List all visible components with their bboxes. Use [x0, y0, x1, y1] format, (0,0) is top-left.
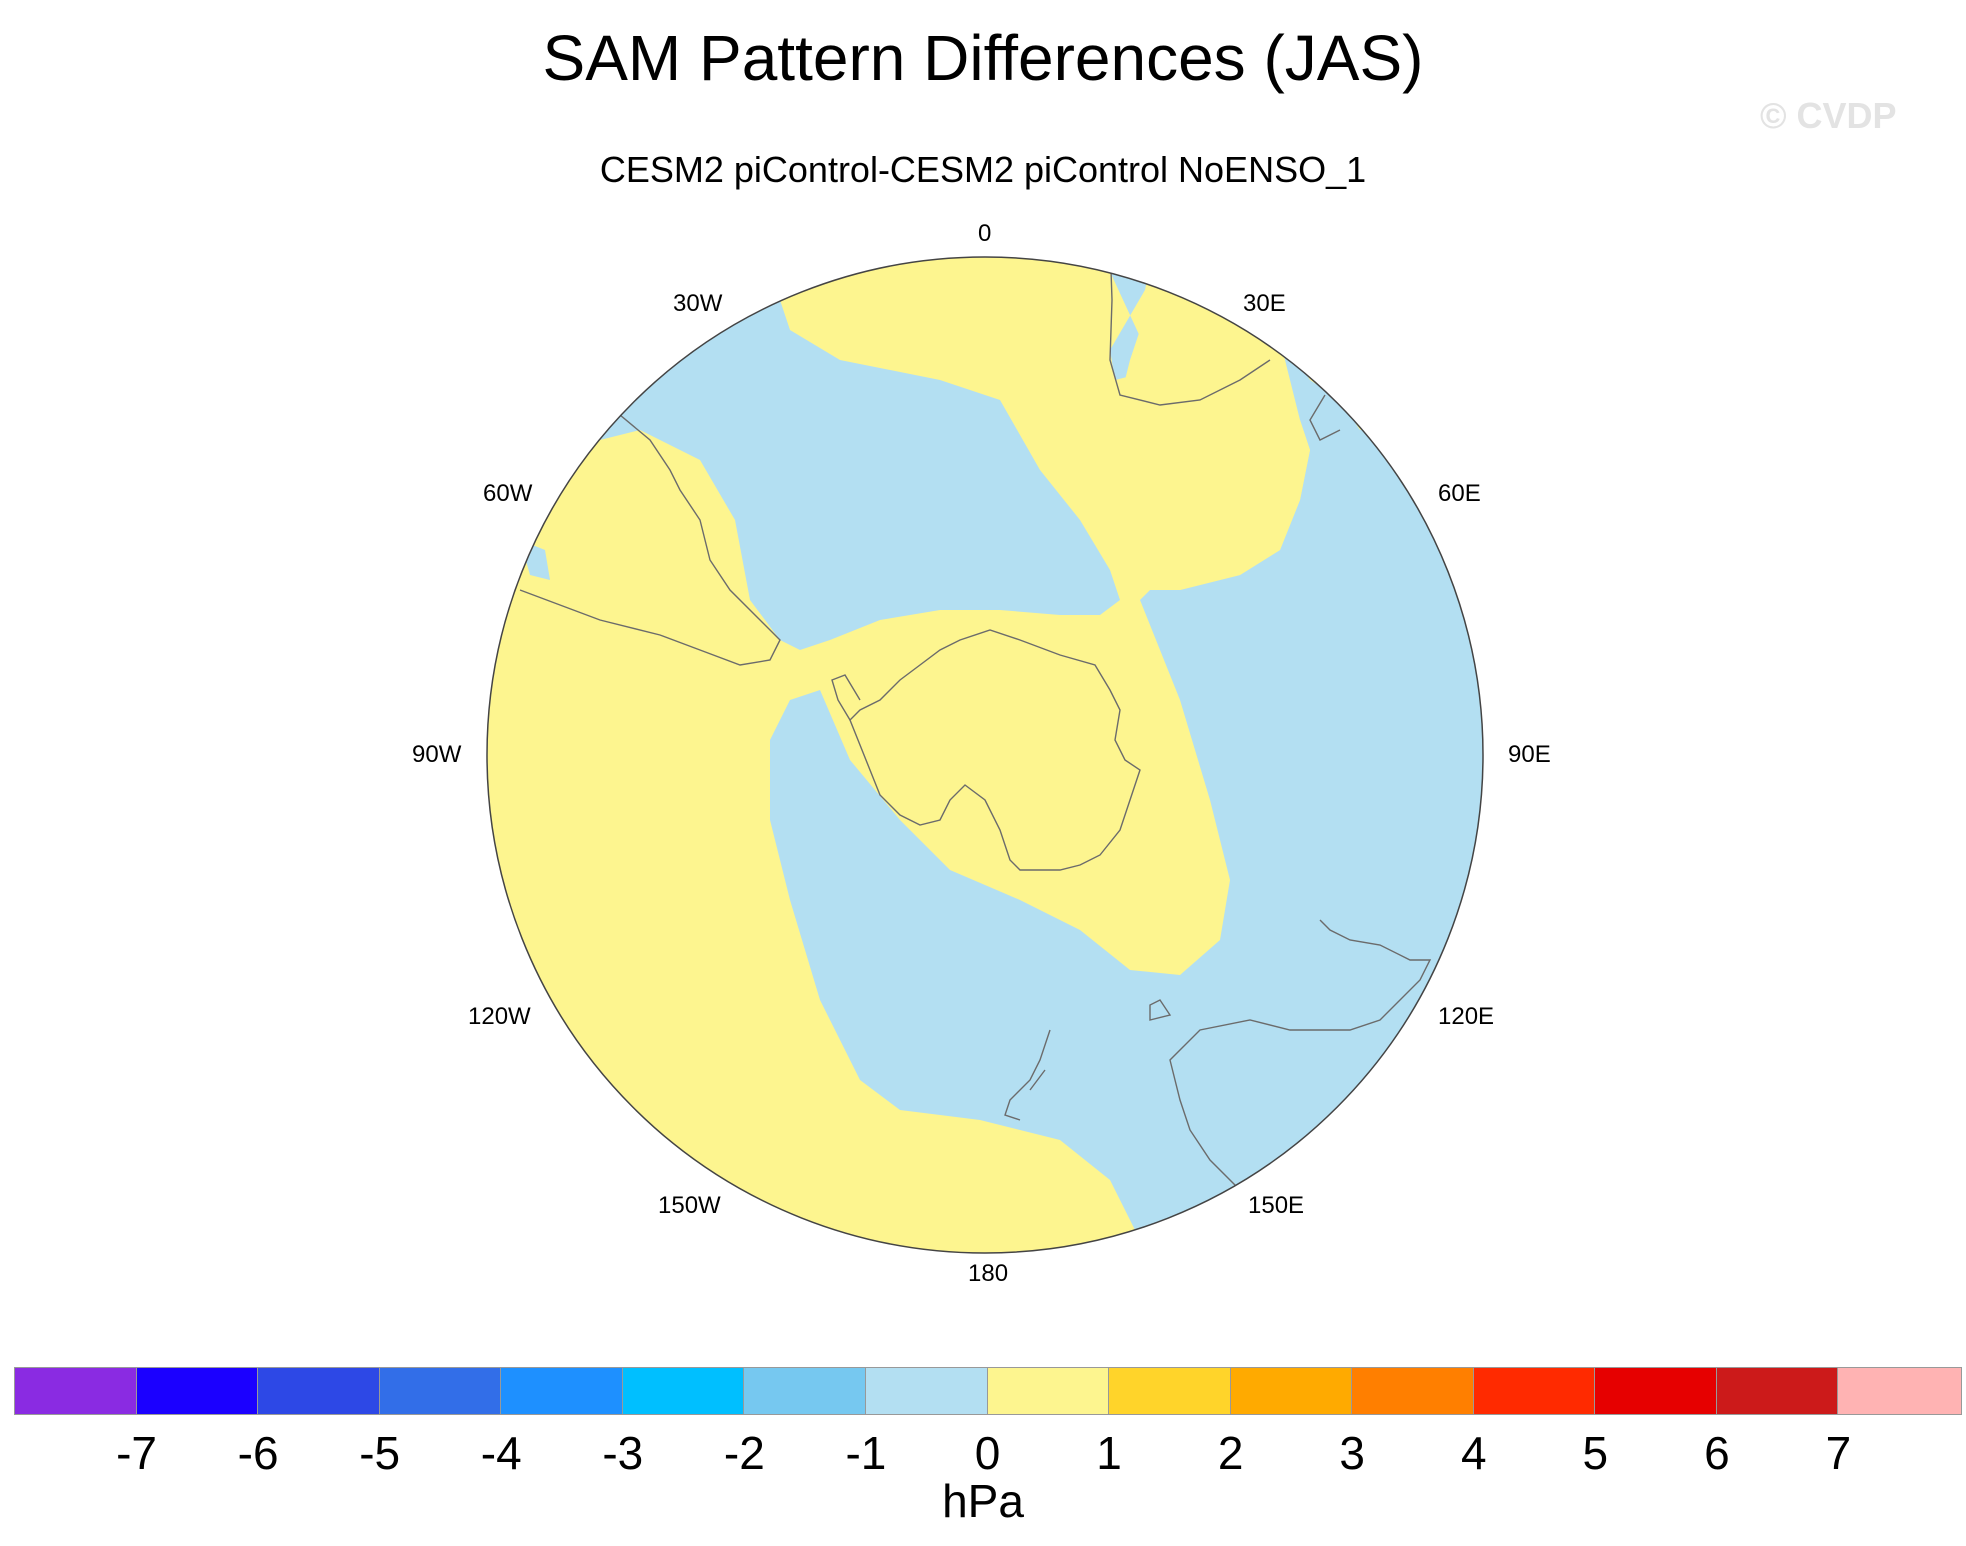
map-fill-group [487, 257, 1483, 1253]
colorbar-tick-label: -1 [845, 1427, 887, 1479]
lon-label-150w: 150W [658, 1192, 721, 1219]
colorbar-swatch [1108, 1367, 1233, 1415]
colorbar-swatch [1229, 1367, 1354, 1415]
lon-label-150e: 150E [1248, 1192, 1305, 1219]
map-boundary [486, 256, 1484, 1254]
colorbar-tick-label: 0 [974, 1427, 1001, 1479]
colorbar-tick-label: 3 [1339, 1427, 1365, 1479]
lon-label-0: 0 [978, 220, 992, 247]
negative-anomaly-region-east [770, 257, 1483, 1253]
colorbar-tick-label: 1 [1096, 1427, 1122, 1479]
colorbar-swatch [13, 1367, 139, 1415]
positive-anomaly-region-northeast [1120, 280, 1310, 590]
colorbar-swatch [621, 1367, 746, 1415]
colorbar-swatch [378, 1367, 503, 1415]
colorbar-swatch [1351, 1367, 1476, 1415]
lon-label-90w: 90W [412, 741, 462, 768]
lon-label-120e: 120E [1438, 1003, 1495, 1030]
new-zealand-coastline [1004, 1029, 1051, 1121]
chart-subtitle: CESM2 piControl-CESM2 piControl NoENSO_1 [599, 149, 1367, 190]
colorbar-tick-label: -4 [480, 1427, 522, 1479]
colorbar-swatch [986, 1367, 1111, 1415]
lon-label-60e: 60E [1438, 480, 1481, 507]
colorbar-tick-label: -2 [723, 1427, 765, 1479]
africa-coastline [1109, 257, 1271, 406]
lon-label-180: 180 [968, 1260, 1009, 1287]
colorbar-swatch [257, 1367, 382, 1415]
colorbar-swatch [135, 1367, 260, 1415]
chart-title: SAM Pattern Differences (JAS) [542, 22, 1424, 94]
colorbar-swatch [1594, 1367, 1719, 1415]
antarctica-coastline [849, 629, 1141, 871]
colorbar-tick-label: 2 [1217, 1427, 1244, 1479]
lon-label-60w: 60W [483, 480, 533, 507]
negative-anomaly-region-north [600, 260, 1120, 650]
australia-coastline [1169, 919, 1432, 1201]
madagascar-coastline [1309, 394, 1341, 441]
cvdp-watermark: © CVDP [1760, 95, 1897, 136]
lon-label-30w: 30W [673, 290, 723, 317]
colorbar-tick-label: -5 [359, 1427, 401, 1479]
lon-label-90e: 90E [1508, 741, 1551, 768]
colorbar-tick-label: 5 [1582, 1427, 1609, 1479]
colorbar-tick-label: 4 [1460, 1427, 1487, 1479]
tasmania-coastline [1149, 999, 1172, 1021]
colorbar-swatch [1837, 1367, 1962, 1415]
lon-label-30e: 30E [1243, 290, 1286, 317]
colorbar-swatch [743, 1367, 868, 1415]
lon-label-120w: 120W [468, 1003, 531, 1030]
colorbar-tick-label: 6 [1704, 1427, 1730, 1479]
colorbar-tick-label: -7 [116, 1427, 158, 1479]
antarctic-peninsula-coastline [831, 674, 861, 721]
colorbar-swatch [500, 1367, 625, 1415]
colorbar-tick-label: 7 [1825, 1427, 1852, 1479]
colorbar-tick-label: -6 [237, 1427, 279, 1479]
colorbar-tick-label: -3 [602, 1427, 644, 1479]
colorbar-swatch [864, 1367, 990, 1415]
colorbar-swatch [1715, 1367, 1840, 1415]
colorbar-swatch [1472, 1367, 1597, 1415]
colorbar-units: hPa [942, 1475, 1024, 1527]
